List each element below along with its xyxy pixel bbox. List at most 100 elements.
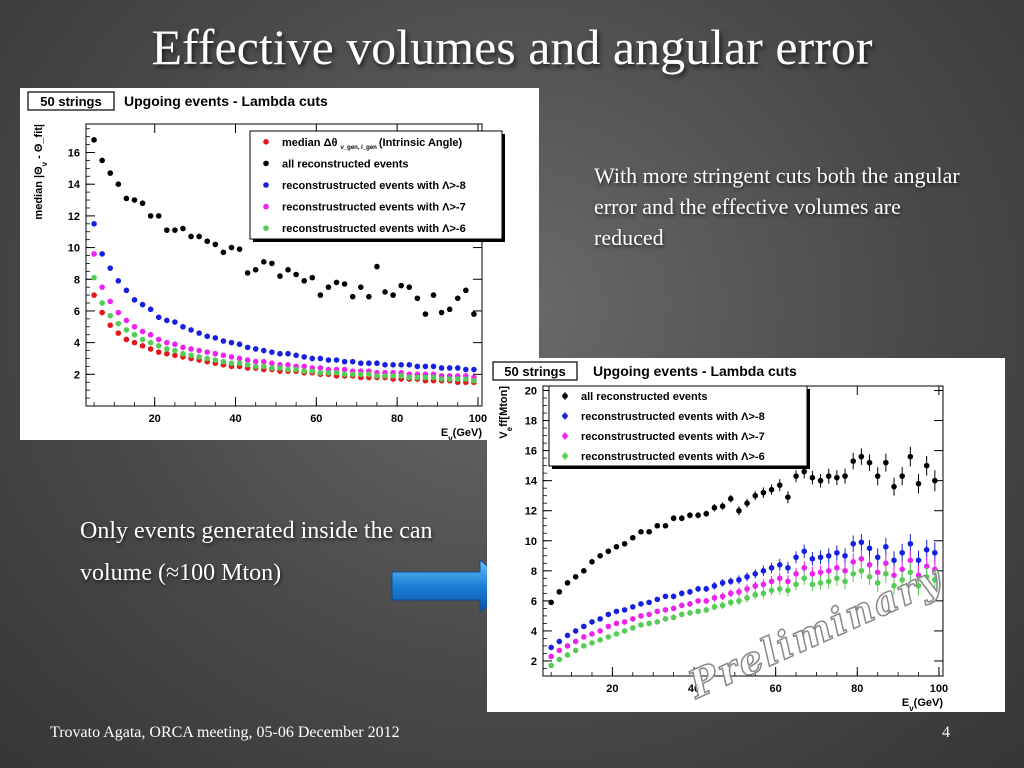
data-point: [915, 480, 922, 487]
data-point: [374, 360, 380, 367]
data-point: [196, 354, 202, 360]
y-tick-label: 20: [525, 386, 537, 398]
x-axis-label: Eν(GeV): [441, 427, 482, 440]
data-point: [155, 336, 162, 343]
data-point: [711, 504, 718, 511]
data-point: [382, 362, 388, 368]
data-point: [932, 477, 938, 484]
data-point: [785, 494, 791, 500]
data-point: [711, 604, 718, 610]
chart-tag: 50 strings: [40, 94, 101, 109]
data-point: [463, 287, 469, 294]
data-point: [817, 569, 824, 576]
footer-text: Trovato Agata, ORCA meeting, 05-06 Decem…: [50, 724, 400, 741]
data-point: [581, 634, 587, 640]
chart-tag: 50 strings: [504, 364, 565, 379]
data-point: [131, 323, 138, 330]
data-point: [374, 373, 380, 379]
data-point: [825, 552, 832, 559]
data-point: [744, 500, 750, 507]
data-point: [834, 474, 840, 481]
data-point: [727, 590, 734, 597]
data-point: [744, 574, 750, 580]
data-point: [446, 376, 453, 382]
x-tick-label: 40: [229, 413, 241, 425]
x-tick-label: 100: [930, 683, 948, 695]
data-point: [801, 565, 808, 571]
data-point: [654, 522, 661, 529]
data-point: [285, 366, 291, 373]
data-point: [91, 274, 97, 281]
data-point: [220, 338, 227, 344]
data-point: [463, 376, 469, 382]
angular-error-chart-panel: 50 strings Upgoing events - Lambda cuts 2 4…: [20, 88, 539, 443]
data-point: [703, 586, 710, 592]
data-point: [333, 369, 340, 376]
data-point: [670, 605, 677, 612]
effective-volume-chart-panel: 50 strings Upgoing events - Lambda cuts 2 4…: [487, 358, 1005, 713]
data-point: [349, 293, 356, 300]
data-point: [212, 357, 219, 363]
data-point: [341, 281, 348, 287]
data-point: [115, 278, 122, 284]
data-point: [147, 331, 154, 338]
data-point: [269, 360, 275, 367]
data-point: [744, 586, 750, 592]
data-point: [236, 355, 243, 362]
data-point: [115, 309, 122, 316]
data-point: [703, 598, 710, 604]
data-point: [638, 601, 644, 607]
data-point: [825, 473, 832, 479]
data-point: [398, 282, 404, 289]
data-point: [115, 181, 122, 188]
data-point: [366, 293, 372, 300]
data-point: [99, 284, 105, 290]
data-point: [196, 347, 202, 354]
data-point: [874, 473, 881, 479]
data-point: [572, 574, 579, 580]
data-point: [809, 581, 816, 588]
data-point: [123, 287, 130, 294]
data-point: [438, 376, 445, 382]
data-point: [678, 515, 685, 522]
data-point: [662, 607, 669, 613]
data-point: [164, 317, 170, 324]
data-point: [374, 263, 380, 270]
data-point: [139, 200, 146, 207]
data-point: [932, 577, 938, 583]
data-point: [301, 368, 308, 374]
data-point: [301, 354, 308, 360]
plot-frame: [85, 123, 483, 407]
data-point: [188, 352, 194, 359]
data-point: [825, 568, 832, 574]
x-tick-label: 20: [606, 683, 618, 695]
data-point: [760, 489, 767, 496]
y-tick-label: 2: [531, 656, 537, 668]
data-point: [188, 233, 194, 240]
legend-marker: [263, 182, 269, 188]
data-point: [703, 510, 710, 517]
data-point: [711, 595, 718, 601]
data-point: [301, 278, 308, 284]
data-point: [736, 589, 742, 595]
legend-marker: [263, 203, 269, 210]
data-point: [850, 571, 857, 577]
data-point: [793, 581, 799, 588]
data-point: [891, 583, 897, 589]
data-point: [752, 571, 759, 577]
data-point: [406, 362, 413, 368]
data-point: [899, 566, 905, 573]
x-tick-label: 100: [469, 413, 487, 425]
data-point: [123, 327, 130, 333]
data-point: [834, 565, 840, 571]
data-point: [581, 568, 587, 574]
data-point: [438, 365, 445, 371]
data-point: [621, 619, 628, 625]
data-point: [107, 265, 114, 271]
data-point: [556, 656, 563, 663]
data-point: [695, 598, 701, 604]
y-tick-label: 10: [525, 536, 537, 548]
data-point: [471, 366, 477, 373]
note-can-volume: Only events generated inside the can vol…: [80, 518, 433, 586]
data-point: [850, 540, 857, 547]
